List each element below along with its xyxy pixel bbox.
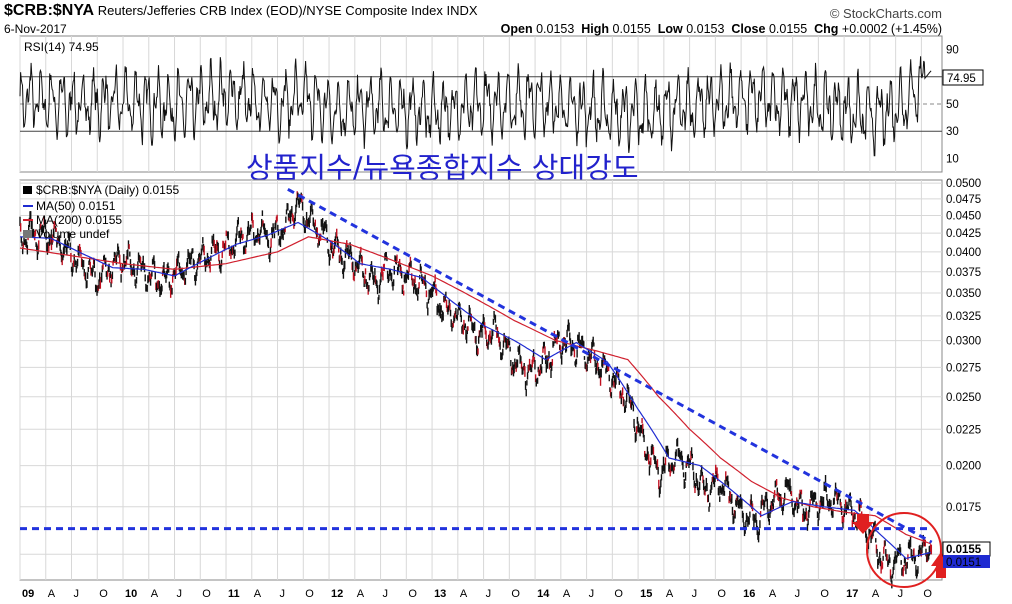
rsi-series-line bbox=[19, 56, 932, 157]
price-panel: 0.0500 0.0475 0.0450 0.0425 0.0400 0.0375 0.03… bbox=[19, 178, 991, 589]
x-tick-label: A bbox=[872, 588, 880, 600]
up-arrow-icon bbox=[931, 552, 951, 578]
x-tick-label: 14 bbox=[537, 588, 550, 600]
x-tick-label: O bbox=[717, 588, 726, 600]
open-value: 0.0153 bbox=[536, 22, 575, 36]
ma50-last-value: 0.0151 bbox=[946, 557, 981, 569]
x-tick-label: 17 bbox=[846, 588, 858, 600]
low-value: 0.0153 bbox=[686, 22, 725, 36]
ma50-last-value-box bbox=[943, 555, 990, 568]
x-tick-label: J bbox=[589, 588, 595, 600]
x-tick-label: J bbox=[795, 588, 801, 600]
close-value: 0.0155 bbox=[768, 22, 808, 36]
price-bars bbox=[19, 191, 933, 589]
legend-price: $CRB:$NYA (Daily) 0.0155 bbox=[36, 183, 180, 197]
y-tick-label: 0.0325 bbox=[946, 311, 981, 323]
x-tick-label: O bbox=[305, 588, 314, 600]
y-tick-label: 0.0500 bbox=[946, 178, 981, 190]
y-tick-label: 0.0350 bbox=[946, 288, 981, 300]
x-tick-label: J bbox=[692, 588, 698, 600]
y-tick-label: 0.0225 bbox=[946, 424, 981, 436]
brand-label[interactable]: © StockCharts.com bbox=[829, 6, 942, 21]
price-last-value: 0.0155 bbox=[946, 544, 982, 556]
rsi-last-value: 74.95 bbox=[947, 73, 976, 85]
rsi-y-tick-label: 10 bbox=[946, 153, 959, 165]
x-tick-label: O bbox=[202, 588, 211, 600]
ohlc-readout: Open 0.0153 High 0.0155 Low 0.0153 Close… bbox=[500, 22, 942, 36]
x-tick-label: J bbox=[898, 588, 904, 600]
rsi-y-tick-label: 50 bbox=[946, 99, 959, 111]
chg-value: +0.0002 (+1.45%) bbox=[841, 22, 942, 36]
price-legend: $CRB:$NYA (Daily) 0.0155 MA(50) 0.0151 M… bbox=[23, 183, 180, 241]
x-tick-label: O bbox=[923, 588, 932, 600]
x-tick-label: A bbox=[254, 588, 262, 600]
x-tick-label: J bbox=[177, 588, 183, 600]
legend-ma50: MA(50) 0.0151 bbox=[36, 199, 116, 213]
x-tick-label: O bbox=[614, 588, 623, 600]
rsi-y-tick-label: 30 bbox=[946, 126, 959, 138]
x-tick-label: J bbox=[74, 588, 80, 600]
y-tick-label: 0.0450 bbox=[946, 211, 981, 223]
y-tick-label: 0.0200 bbox=[946, 461, 981, 473]
rsi-panel: 9070503010 RSI(14) 74.95 74.95 상품지수/뉴욕종합… bbox=[19, 35, 984, 185]
price-legend-swatch bbox=[23, 186, 32, 194]
volume-legend-swatch bbox=[23, 230, 32, 238]
symbol-description: Reuters/Jefferies CRB Index (EOD)/NYSE C… bbox=[97, 3, 478, 18]
rsi-y-tick-label: 90 bbox=[946, 45, 959, 57]
x-tick-label: O bbox=[99, 588, 108, 600]
y-tick-label: 0.0475 bbox=[946, 194, 981, 206]
ma50-line bbox=[19, 221, 931, 560]
y-tick-label: 0.0425 bbox=[946, 228, 981, 240]
x-tick-label: O bbox=[820, 588, 829, 600]
legend-ma200: MA(200) 0.0155 bbox=[36, 213, 122, 227]
x-tick-label: J bbox=[486, 588, 492, 600]
y-tick-label: 0.0250 bbox=[946, 392, 981, 404]
x-tick-label: O bbox=[511, 588, 520, 600]
symbol-label: $CRB:$NYA bbox=[4, 2, 95, 19]
x-tick-label: J bbox=[383, 588, 389, 600]
x-tick-label: A bbox=[563, 588, 571, 600]
x-axis: 09 A J O 10 A J O 11 A J O 12 A J O 13 A J O 14 A J O 15 A J O 16 A J O… bbox=[22, 588, 932, 600]
x-tick-label: 11 bbox=[228, 588, 240, 600]
trend-line bbox=[287, 187, 933, 544]
x-tick-label: A bbox=[769, 588, 777, 600]
rsi-legend: RSI(14) 74.95 bbox=[24, 40, 99, 54]
ma200-line bbox=[19, 236, 931, 545]
rsi-last-value-box bbox=[942, 69, 984, 86]
down-arrow-icon bbox=[852, 514, 874, 534]
x-tick-label: A bbox=[460, 588, 468, 600]
x-tick-label: 15 bbox=[640, 588, 652, 600]
y-tick-label: 0.0375 bbox=[946, 267, 981, 279]
x-tick-label: A bbox=[666, 588, 674, 600]
y-tick-label: 0.0400 bbox=[946, 247, 981, 259]
x-tick-label: A bbox=[151, 588, 159, 600]
x-tick-label: 12 bbox=[331, 588, 343, 600]
x-tick-label: O bbox=[408, 588, 417, 600]
x-tick-label: 10 bbox=[125, 588, 137, 600]
chart-annotation: 상품지수/뉴욕종합지수 상대강도 bbox=[246, 151, 639, 185]
high-value: 0.0155 bbox=[612, 22, 651, 36]
x-tick-label: 13 bbox=[434, 588, 446, 600]
y-tick-label: 0.0275 bbox=[946, 362, 981, 374]
x-tick-label: 09 bbox=[22, 588, 34, 600]
date-label: 6-Nov-2017 bbox=[4, 22, 67, 36]
highlight-circle bbox=[866, 512, 942, 588]
x-tick-label: 16 bbox=[743, 588, 755, 600]
x-tick-label: A bbox=[357, 588, 365, 600]
x-tick-label: A bbox=[48, 588, 56, 600]
legend-volume: Volume undef bbox=[36, 227, 110, 241]
x-tick-label: J bbox=[280, 588, 286, 600]
chart-header: $CRB:$NYA Reuters/Jefferies CRB Index (E… bbox=[4, 2, 478, 20]
y-tick-label: 0.0300 bbox=[946, 336, 981, 348]
y-tick-label: 0.0175 bbox=[946, 502, 981, 514]
